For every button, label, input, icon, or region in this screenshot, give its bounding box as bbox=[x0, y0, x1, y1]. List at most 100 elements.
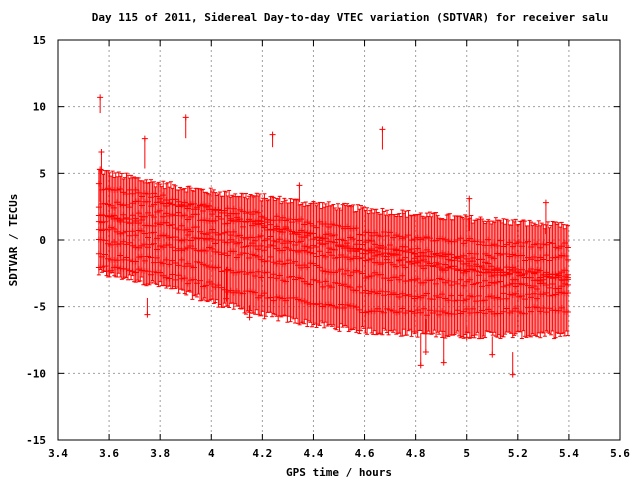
data-point bbox=[230, 248, 237, 255]
data-point bbox=[466, 250, 473, 257]
data-point bbox=[448, 282, 455, 289]
x-tick-label: 4.8 bbox=[406, 447, 426, 460]
data-point bbox=[236, 216, 243, 223]
data-point bbox=[503, 250, 510, 257]
data-point bbox=[187, 200, 194, 207]
data-point bbox=[460, 240, 467, 247]
data-point bbox=[463, 278, 470, 285]
data-point bbox=[353, 267, 360, 274]
data-point bbox=[166, 212, 173, 219]
data-point bbox=[279, 247, 286, 254]
data-point bbox=[506, 271, 513, 278]
data-point bbox=[301, 221, 308, 228]
data-point bbox=[331, 232, 338, 239]
data-point bbox=[482, 277, 489, 284]
data-point bbox=[390, 234, 397, 241]
data-point bbox=[506, 253, 513, 260]
data-point bbox=[423, 312, 430, 319]
data-point bbox=[451, 297, 458, 304]
data-point bbox=[270, 297, 277, 304]
data-point bbox=[442, 295, 449, 302]
data-point bbox=[138, 193, 145, 200]
data-point bbox=[356, 306, 363, 313]
data-point bbox=[243, 250, 250, 257]
data-point bbox=[497, 266, 504, 273]
data-point bbox=[472, 267, 479, 274]
data-point bbox=[126, 186, 133, 193]
data-point bbox=[365, 247, 372, 254]
data-point bbox=[515, 308, 522, 315]
data-point bbox=[506, 309, 513, 316]
data-point bbox=[163, 196, 170, 203]
data-point bbox=[426, 260, 433, 267]
data-point bbox=[365, 256, 372, 263]
data-point bbox=[120, 211, 127, 218]
data-point bbox=[353, 241, 360, 248]
data-points bbox=[95, 94, 571, 378]
data-point bbox=[203, 262, 210, 269]
data-point bbox=[374, 290, 381, 297]
data-point bbox=[503, 264, 510, 271]
data-point bbox=[172, 212, 179, 219]
data-point bbox=[316, 264, 323, 271]
data-point bbox=[558, 243, 565, 250]
data-point bbox=[368, 272, 375, 279]
data-point bbox=[411, 236, 418, 243]
data-point bbox=[506, 291, 513, 298]
data-point bbox=[558, 304, 565, 311]
data-point bbox=[288, 238, 295, 245]
data-point bbox=[420, 305, 427, 312]
data-point bbox=[457, 276, 464, 283]
data-point bbox=[114, 257, 121, 264]
data-point bbox=[402, 292, 409, 299]
data-point bbox=[368, 255, 375, 262]
data-point bbox=[151, 201, 158, 208]
data-point bbox=[135, 220, 142, 227]
data-point bbox=[344, 223, 351, 230]
data-point bbox=[485, 236, 492, 243]
data-point bbox=[417, 236, 424, 243]
data-point bbox=[98, 264, 105, 271]
data-point bbox=[494, 294, 501, 301]
data-point bbox=[451, 265, 458, 272]
data-point bbox=[264, 235, 271, 242]
data-point bbox=[518, 266, 525, 273]
data-point bbox=[175, 226, 182, 233]
data-point bbox=[411, 277, 418, 284]
data-point bbox=[430, 253, 437, 260]
data-point bbox=[197, 259, 204, 266]
data-point bbox=[371, 253, 378, 260]
data-point bbox=[255, 217, 262, 224]
data-point bbox=[325, 282, 332, 289]
data-point bbox=[258, 274, 265, 281]
data-point bbox=[564, 290, 571, 297]
data-point bbox=[509, 243, 516, 250]
data-point bbox=[224, 205, 231, 212]
data-point bbox=[151, 240, 158, 247]
data-point bbox=[362, 275, 369, 282]
data-point bbox=[472, 261, 479, 268]
data-point bbox=[445, 297, 452, 304]
data-point bbox=[472, 298, 479, 305]
data-point bbox=[111, 204, 118, 211]
data-point bbox=[430, 263, 437, 270]
data-point bbox=[279, 214, 286, 221]
data-point bbox=[178, 247, 185, 254]
data-point bbox=[209, 236, 216, 243]
data-point bbox=[368, 232, 375, 239]
data-point bbox=[384, 253, 391, 260]
data-point bbox=[163, 210, 170, 217]
data-point bbox=[304, 232, 311, 239]
data-point bbox=[144, 244, 151, 251]
data-point bbox=[292, 276, 299, 283]
data-point bbox=[350, 287, 357, 294]
data-point bbox=[304, 299, 311, 306]
data-point bbox=[331, 303, 338, 310]
data-point bbox=[246, 269, 253, 276]
data-point bbox=[129, 200, 136, 207]
data-point bbox=[218, 284, 225, 291]
y-tick-label: 10 bbox=[33, 101, 46, 114]
data-point bbox=[270, 217, 277, 224]
data-point bbox=[316, 237, 323, 244]
data-point bbox=[209, 281, 216, 288]
